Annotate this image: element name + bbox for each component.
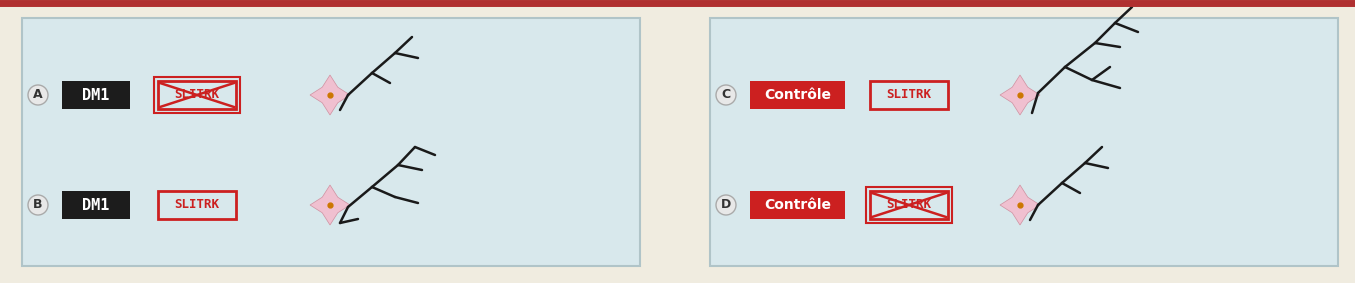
Circle shape bbox=[28, 85, 47, 105]
Text: DM1: DM1 bbox=[83, 87, 110, 102]
FancyBboxPatch shape bbox=[62, 81, 130, 109]
Polygon shape bbox=[310, 185, 350, 225]
Text: SLITRK: SLITRK bbox=[175, 198, 220, 211]
Circle shape bbox=[715, 195, 736, 215]
Text: C: C bbox=[721, 89, 730, 102]
FancyBboxPatch shape bbox=[870, 81, 948, 109]
FancyBboxPatch shape bbox=[62, 191, 130, 219]
Text: DM1: DM1 bbox=[83, 198, 110, 213]
Polygon shape bbox=[310, 75, 350, 115]
FancyBboxPatch shape bbox=[751, 81, 846, 109]
Text: Contrôle: Contrôle bbox=[764, 88, 831, 102]
Polygon shape bbox=[1000, 75, 1041, 115]
FancyBboxPatch shape bbox=[22, 18, 640, 266]
Circle shape bbox=[28, 195, 47, 215]
Polygon shape bbox=[1000, 185, 1041, 225]
FancyBboxPatch shape bbox=[159, 81, 236, 109]
Circle shape bbox=[715, 85, 736, 105]
Text: B: B bbox=[34, 198, 43, 211]
Text: SLITRK: SLITRK bbox=[886, 198, 931, 211]
Text: A: A bbox=[33, 89, 43, 102]
Text: D: D bbox=[721, 198, 732, 211]
FancyBboxPatch shape bbox=[710, 18, 1337, 266]
Text: SLITRK: SLITRK bbox=[175, 89, 220, 102]
Text: SLITRK: SLITRK bbox=[886, 89, 931, 102]
FancyBboxPatch shape bbox=[751, 191, 846, 219]
FancyBboxPatch shape bbox=[870, 191, 948, 219]
FancyBboxPatch shape bbox=[159, 191, 236, 219]
Text: Contrôle: Contrôle bbox=[764, 198, 831, 212]
